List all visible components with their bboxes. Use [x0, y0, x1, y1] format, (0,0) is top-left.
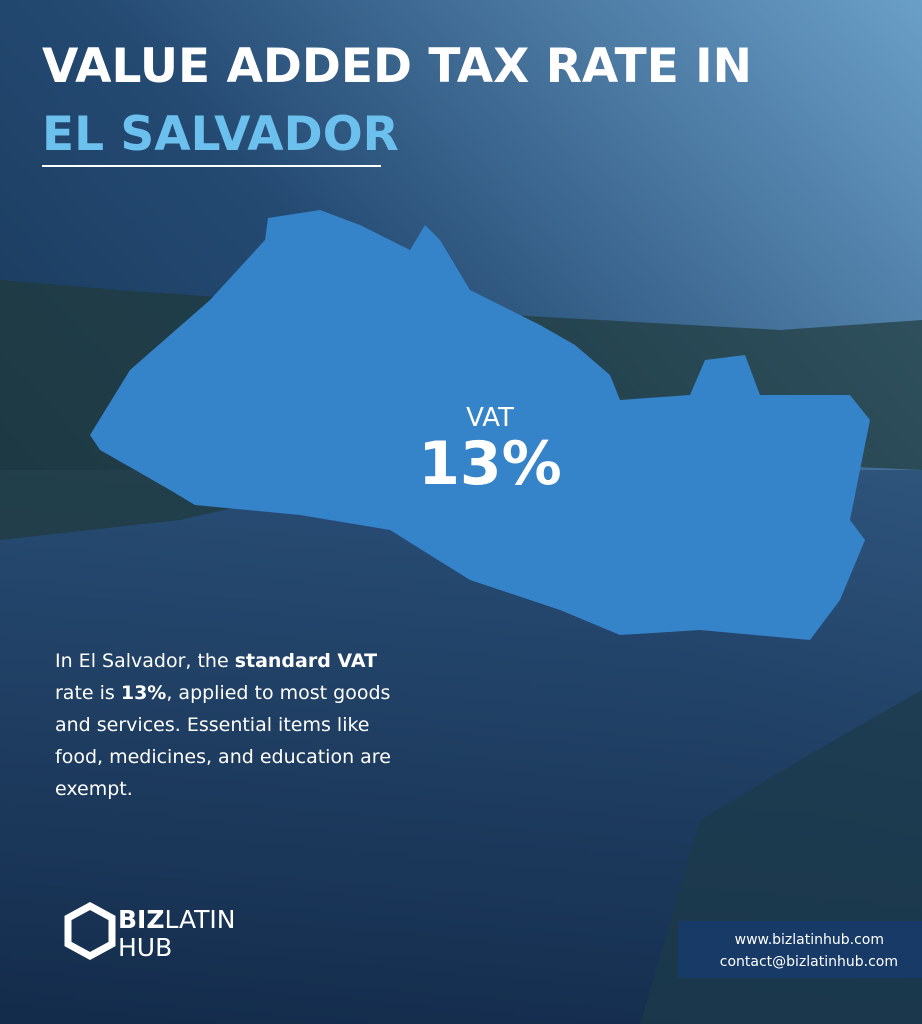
title-line1: VALUE ADDED TAX RATE IN: [42, 39, 752, 94]
body-text: In El Salvador, the standard VAT rate is …: [55, 650, 391, 800]
contact-email: contact@bizlatinhub.com: [720, 954, 898, 970]
contact-box: [678, 921, 922, 978]
logo-biz: BIZ: [118, 905, 164, 934]
body-line: exempt.: [55, 778, 133, 800]
body-bold: standard VAT: [235, 650, 377, 672]
body-span: and services. Essential items like: [55, 714, 369, 736]
body-span: In El Salvador, the: [55, 650, 235, 672]
body-span: , applied to most goods: [166, 682, 390, 704]
map-label: VAT: [466, 403, 514, 433]
logo-icon: [64, 902, 116, 960]
body-line: food, medicines, and education are: [55, 746, 391, 768]
body-bold: 13%: [121, 682, 166, 704]
contact-website: www.bizlatinhub.com: [735, 932, 884, 948]
logo: BIZLATIN HUB: [64, 902, 236, 962]
body-span: rate is: [55, 682, 121, 704]
logo-hub: HUB: [118, 933, 172, 962]
title-line2: EL SALVADOR: [42, 107, 399, 162]
body-line: rate is 13%, applied to most goods: [55, 682, 390, 704]
logo-text: BIZLATIN: [118, 905, 236, 934]
map-rate: 13%: [418, 429, 562, 499]
logo-latin: LATIN: [164, 905, 235, 934]
body-span: exempt.: [55, 778, 133, 800]
map-el-salvador: [90, 210, 870, 640]
body-line: In El Salvador, the standard VAT: [55, 650, 377, 672]
body-line: and services. Essential items like: [55, 714, 369, 736]
body-span: food, medicines, and education are: [55, 746, 391, 768]
